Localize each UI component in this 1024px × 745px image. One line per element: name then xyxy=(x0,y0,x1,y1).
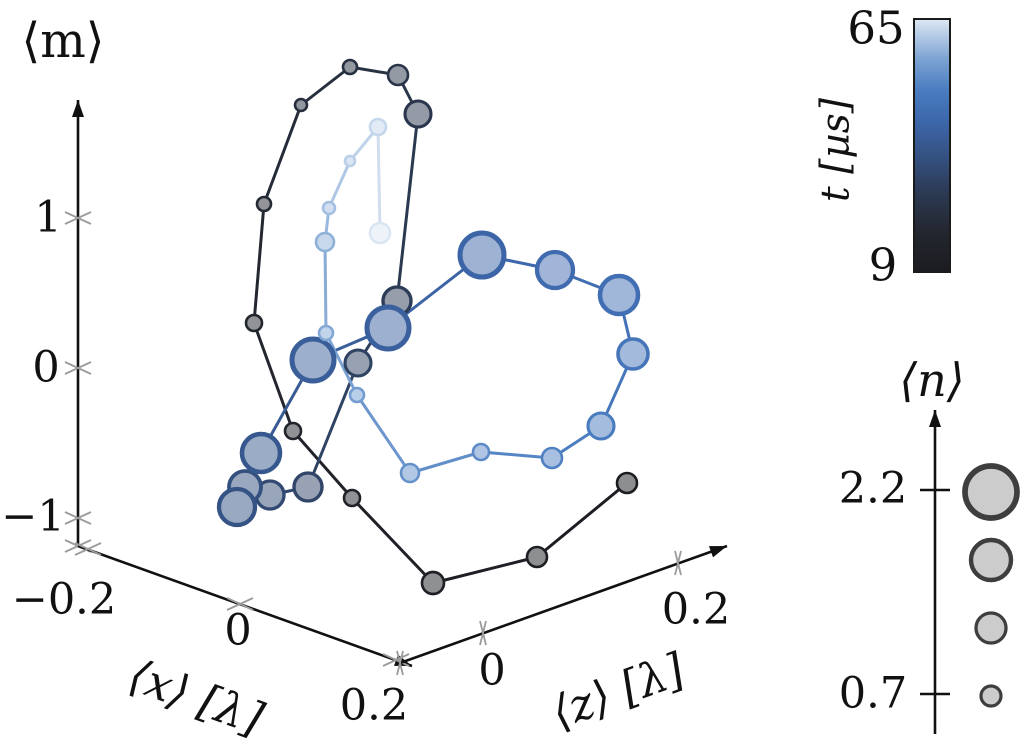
colorbar xyxy=(913,18,951,273)
trajectory-point xyxy=(364,304,412,352)
trajectory-point xyxy=(386,63,410,87)
trajectory-point xyxy=(586,411,616,441)
trajectory-point xyxy=(403,99,433,129)
trajectory-point xyxy=(342,488,362,508)
trajectory-segment xyxy=(431,555,539,585)
trajectory-segment xyxy=(479,450,554,460)
trajectory-point xyxy=(314,231,336,253)
size-legend-circle xyxy=(962,463,1020,521)
size-legend-circle xyxy=(979,684,1003,708)
trajectory-segment xyxy=(327,159,352,210)
trajectory-segment xyxy=(376,125,382,235)
trajectory-point xyxy=(348,386,366,404)
x-tick-label-02: 0.2 xyxy=(339,680,409,731)
m-axis-label: ⟨m⟩ xyxy=(21,13,105,69)
trajectory-point xyxy=(317,324,335,342)
trajectory-point xyxy=(399,462,421,484)
m-axis-tick-mark xyxy=(64,211,92,225)
x-axis-tick-mark xyxy=(226,597,254,611)
trajectory-segment xyxy=(408,450,483,475)
trajectory-point xyxy=(341,58,359,76)
trajectory-point xyxy=(292,471,324,503)
trajectory-point xyxy=(471,442,491,462)
trajectory-point xyxy=(289,336,337,384)
trajectory-segment xyxy=(299,65,352,107)
trajectory-segment xyxy=(252,202,266,325)
trajectory-point xyxy=(534,249,576,291)
z-axis-line xyxy=(399,544,728,665)
trajectory-point xyxy=(616,337,650,371)
colorbar-title: t [µs] xyxy=(813,98,859,202)
x-tick-label-0: 0 xyxy=(224,605,252,656)
trajectory-point xyxy=(283,421,303,441)
trajectory-point xyxy=(239,431,283,475)
trajectory-point xyxy=(216,486,258,528)
trajectory-point xyxy=(525,545,549,569)
m-axis-tick-mark xyxy=(64,511,92,525)
trajectory-point xyxy=(540,446,564,470)
size-legend-axis-arrowhead xyxy=(929,410,941,427)
trajectory-point xyxy=(420,570,446,596)
trajectory-point xyxy=(255,195,273,213)
trajectory-segment xyxy=(395,112,420,303)
z-axis-tick-mark xyxy=(674,550,682,576)
trajectory-point xyxy=(293,97,309,113)
m-axis-arrowhead xyxy=(72,100,84,117)
size-legend-max-label: 2.2 xyxy=(838,463,908,514)
size-legend-circle xyxy=(968,537,1014,583)
z-tick-label-02: 0.2 xyxy=(661,584,731,635)
x-axis-tick-mark xyxy=(382,653,410,667)
trajectory-point xyxy=(457,230,507,280)
trajectory-segment xyxy=(262,103,303,206)
trajectory-point xyxy=(368,117,388,137)
trajectory-point xyxy=(615,471,639,495)
trajectory-point xyxy=(597,273,641,317)
x-axis-tick-mark xyxy=(74,542,102,556)
trajectory-point xyxy=(368,221,392,245)
colorbar-max-label: 65 xyxy=(847,1,905,55)
m-tick-label-0: 0 xyxy=(32,342,60,393)
trajectory-segment xyxy=(323,240,328,335)
trajectory-point xyxy=(244,313,264,333)
trajectory-segment xyxy=(324,331,359,397)
size-legend-title: ⟨n⟩ xyxy=(899,353,965,407)
trajectory-segment xyxy=(252,321,295,433)
z-axis-tick-mark xyxy=(479,620,487,646)
z-axis-arrowhead xyxy=(708,546,727,558)
z-tick-label-0: 0 xyxy=(478,645,506,696)
m-axis-tick-mark xyxy=(64,361,92,375)
trajectory-point xyxy=(321,200,337,216)
trajectory-point xyxy=(343,348,373,378)
trajectory-segment xyxy=(355,393,412,475)
trajectory-segment xyxy=(291,429,354,500)
colorbar-min-label: 9 xyxy=(868,238,898,292)
trajectory-point xyxy=(343,154,357,168)
x-tick-label-neg02: −0.2 xyxy=(11,574,117,625)
m-tick-label-neg1: −1 xyxy=(1,491,65,542)
size-legend-circle xyxy=(974,611,1008,645)
trajectory-segment xyxy=(350,496,435,585)
size-legend-min-label: 0.7 xyxy=(838,668,908,719)
trajectory-segment xyxy=(535,481,629,559)
z-axis-tick-mark xyxy=(396,650,404,676)
m-tick-label-1: 1 xyxy=(34,192,62,243)
